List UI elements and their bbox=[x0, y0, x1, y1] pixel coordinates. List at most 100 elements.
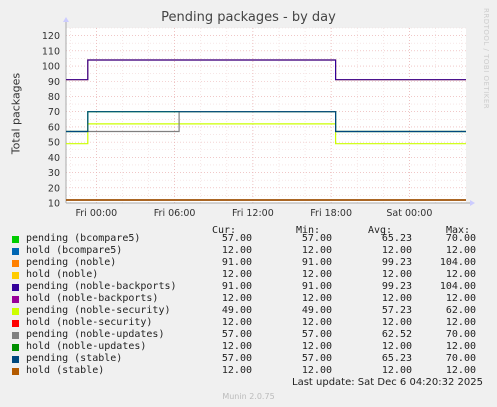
legend-min-value: 12.00 bbox=[301, 341, 332, 352]
y-tick-label: 120 bbox=[42, 31, 60, 42]
legend-cur-value: 49.00 bbox=[221, 305, 252, 316]
legend-swatch bbox=[12, 368, 19, 375]
y-tick-label: 40 bbox=[48, 153, 60, 164]
legend-label: hold (noble) bbox=[26, 269, 99, 280]
legend-avg-value: 99.23 bbox=[381, 257, 412, 268]
legend-header-max: Max: bbox=[446, 225, 471, 236]
legend-swatch bbox=[12, 344, 19, 351]
legend-max-value: 70.00 bbox=[445, 329, 476, 340]
legend-avg-value: 65.23 bbox=[381, 353, 412, 364]
legend-avg-value: 12.00 bbox=[381, 317, 412, 328]
legend-label: pending (noble-backports) bbox=[26, 281, 177, 292]
legend-label: pending (stable) bbox=[26, 353, 123, 364]
legend-avg-value: 99.23 bbox=[381, 281, 412, 292]
y-tick-label: 20 bbox=[48, 183, 60, 194]
legend-cur-value: 57.00 bbox=[221, 329, 252, 340]
legend-cur-value: 12.00 bbox=[221, 293, 252, 304]
legend-min-value: 57.00 bbox=[301, 329, 332, 340]
legend-label: pending (bcompare5) bbox=[26, 233, 141, 244]
legend-cur-value: 57.00 bbox=[221, 233, 252, 244]
legend-label: pending (noble-security) bbox=[26, 305, 171, 316]
legend-swatch bbox=[12, 296, 19, 303]
legend-header-cur: Cur: bbox=[212, 225, 237, 236]
legend-swatch bbox=[12, 236, 19, 243]
series-line bbox=[66, 111, 466, 133]
legend-avg-value: 12.00 bbox=[381, 365, 412, 376]
legend-cur-value: 12.00 bbox=[221, 365, 252, 376]
legend-max-value: 12.00 bbox=[445, 341, 476, 352]
legend-cur-value: 12.00 bbox=[221, 317, 252, 328]
y-tick-label: 90 bbox=[48, 77, 60, 88]
y-tick-label: 50 bbox=[48, 138, 60, 149]
legend-max-value: 12.00 bbox=[445, 317, 476, 328]
chart-area: 10 20 30 40 50 60 70 80 90 100 110 120 Fri 00:00 Fri … bbox=[42, 17, 475, 219]
legend-max-value: 104.00 bbox=[439, 257, 476, 268]
x-tick-label: Fri 06:00 bbox=[154, 208, 196, 219]
y-tick-label: 80 bbox=[48, 92, 60, 103]
legend-cur-value: 12.00 bbox=[221, 341, 252, 352]
x-tick-label: Fri 00:00 bbox=[76, 208, 118, 219]
y-tick-label: 100 bbox=[42, 62, 60, 73]
legend-min-value: 12.00 bbox=[301, 245, 332, 256]
legend-min-value: 91.00 bbox=[301, 281, 332, 292]
legend-swatch bbox=[12, 272, 19, 279]
legend-swatch bbox=[12, 248, 19, 255]
legend-cur-value: 91.00 bbox=[221, 281, 252, 292]
legend-cur-value: 12.00 bbox=[221, 245, 252, 256]
y-tick-label: 60 bbox=[48, 122, 60, 133]
y-tick-label: 110 bbox=[42, 46, 60, 57]
legend-min-value: 12.00 bbox=[301, 365, 332, 376]
plot-background bbox=[66, 28, 466, 203]
legend-label: pending (noble) bbox=[26, 257, 117, 268]
legend-label: hold (noble-security) bbox=[26, 317, 153, 328]
legend-min-value: 12.00 bbox=[301, 293, 332, 304]
y-tick-label: 70 bbox=[48, 107, 60, 118]
legend-min-value: 49.00 bbox=[301, 305, 332, 316]
x-tick-label: Fri 12:00 bbox=[232, 208, 274, 219]
legend-max-value: 12.00 bbox=[445, 245, 476, 256]
legend-max-value: 12.00 bbox=[445, 269, 476, 280]
munin-version: Munin 2.0.75 bbox=[222, 392, 275, 401]
legend-avg-value: 12.00 bbox=[381, 245, 412, 256]
legend-min-value: 57.00 bbox=[301, 353, 332, 364]
legend-max-value: 12.00 bbox=[445, 365, 476, 376]
legend-avg-value: 12.00 bbox=[381, 293, 412, 304]
legend-avg-value: 12.00 bbox=[381, 341, 412, 352]
legend-swatch bbox=[12, 332, 19, 339]
legend-min-value: 91.00 bbox=[301, 257, 332, 268]
legend-swatch bbox=[12, 308, 19, 315]
y-axis-arrow bbox=[63, 17, 69, 22]
x-tick-label: Fri 18:00 bbox=[310, 208, 352, 219]
legend-avg-value: 12.00 bbox=[381, 269, 412, 280]
legend-header-avg: Avg: bbox=[368, 225, 393, 236]
legend-avg-value: 62.52 bbox=[381, 329, 412, 340]
legend-min-value: 12.00 bbox=[301, 269, 332, 280]
legend-cur-value: 12.00 bbox=[221, 269, 252, 280]
legend-max-value: 62.00 bbox=[445, 305, 476, 316]
legend-swatch bbox=[12, 284, 19, 291]
legend-max-value: 70.00 bbox=[445, 233, 476, 244]
legend-swatch bbox=[12, 260, 19, 267]
legend-header-min: Min: bbox=[296, 225, 321, 236]
legend-swatch bbox=[12, 320, 19, 327]
legend-min-value: 57.00 bbox=[301, 233, 332, 244]
chart-title: Pending packages - by day bbox=[161, 10, 336, 25]
legend-label: pending (noble-updates) bbox=[26, 329, 165, 340]
x-axis-arrow bbox=[470, 200, 475, 206]
y-tick-label: 30 bbox=[48, 168, 60, 179]
legend-label: hold (bcompare5) bbox=[26, 245, 123, 256]
legend-min-value: 12.00 bbox=[301, 317, 332, 328]
legend-max-value: 70.00 bbox=[445, 353, 476, 364]
series-line bbox=[66, 59, 466, 81]
legend-avg-value: 65.23 bbox=[381, 233, 412, 244]
legend-label: hold (noble-updates) bbox=[26, 341, 147, 352]
legend-max-value: 12.00 bbox=[445, 293, 476, 304]
legend-cur-value: 91.00 bbox=[221, 257, 252, 268]
legend-label: hold (stable) bbox=[26, 365, 105, 376]
last-update: Last update: Sat Dec 6 04:20:32 2025 bbox=[292, 377, 483, 388]
legend-cur-value: 57.00 bbox=[221, 353, 252, 364]
legend-swatch bbox=[12, 356, 19, 363]
x-tick-label: Sat 00:00 bbox=[386, 208, 432, 219]
legend-max-value: 104.00 bbox=[439, 281, 476, 292]
legend-label: hold (noble-backports) bbox=[26, 293, 159, 304]
